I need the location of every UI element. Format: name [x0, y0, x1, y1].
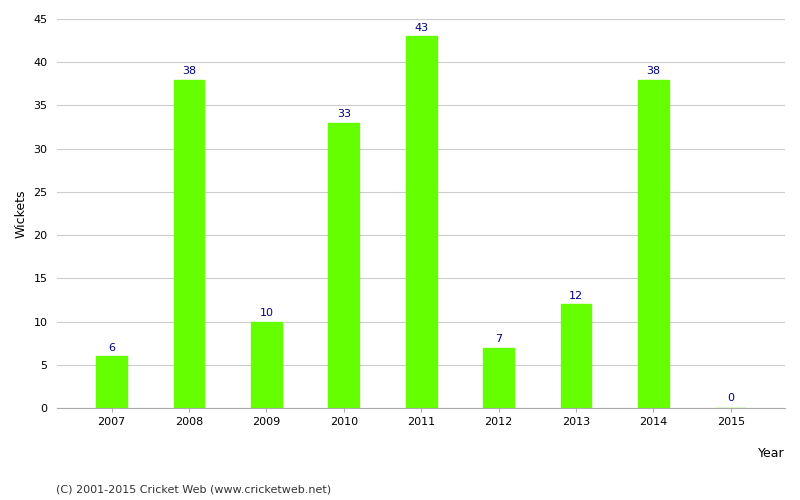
- Bar: [561, 304, 591, 408]
- Text: 12: 12: [569, 291, 583, 301]
- Bar: [328, 123, 359, 408]
- Text: 38: 38: [646, 66, 661, 76]
- Bar: [251, 322, 282, 408]
- Text: 6: 6: [108, 343, 115, 353]
- Text: 10: 10: [259, 308, 274, 318]
- Bar: [174, 80, 205, 408]
- Bar: [638, 80, 669, 408]
- Text: (C) 2001-2015 Cricket Web (www.cricketweb.net): (C) 2001-2015 Cricket Web (www.cricketwe…: [56, 485, 331, 495]
- Text: 43: 43: [414, 23, 428, 33]
- Text: 0: 0: [727, 393, 734, 403]
- Text: Year: Year: [758, 447, 785, 460]
- Bar: [96, 356, 127, 408]
- Y-axis label: Wickets: Wickets: [15, 190, 28, 238]
- Text: 7: 7: [495, 334, 502, 344]
- Bar: [483, 348, 514, 408]
- Bar: [406, 36, 437, 408]
- Text: 38: 38: [182, 66, 196, 76]
- Text: 33: 33: [337, 110, 350, 120]
